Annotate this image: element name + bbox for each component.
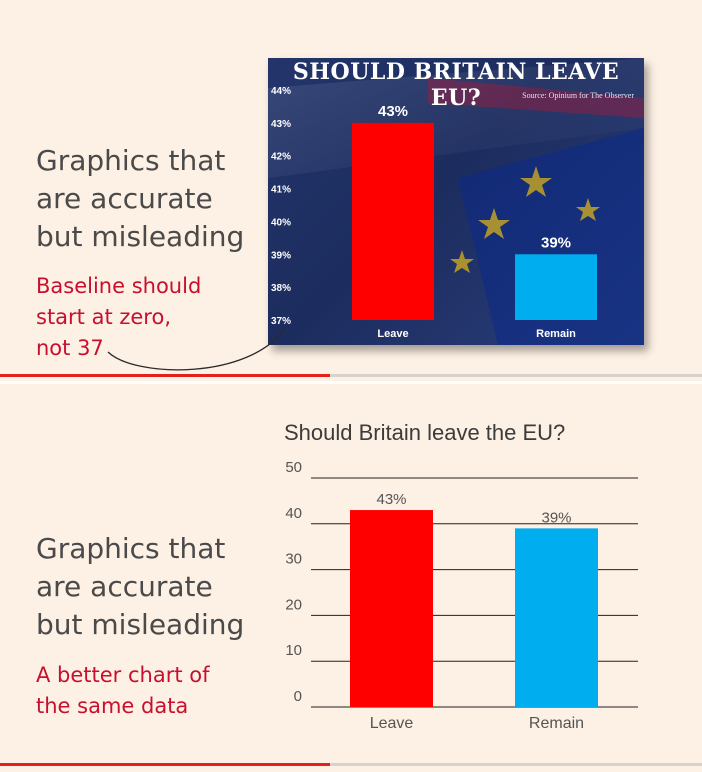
y-tick-label: 43%	[271, 119, 291, 130]
better-chart-slide: Graphics that are accurate but misleadin…	[0, 384, 702, 772]
y-tick-label: 44%	[271, 86, 291, 97]
bar-leave	[350, 510, 433, 707]
data-label: 43%	[376, 491, 406, 508]
source-note: Source: Opinium for The Observer	[522, 91, 634, 100]
slide1-note: Baseline should start at zero, not 37	[36, 271, 201, 364]
y-tick-label: 41%	[271, 185, 291, 196]
better-bar-chart: Should Britain leave the EU? 0 10 20 30 40 50 4…	[284, 420, 638, 732]
data-label: 43%	[378, 103, 408, 120]
data-label: 39%	[541, 509, 571, 526]
y-tick-label: 42%	[271, 152, 291, 163]
x-tick-label: Remain	[529, 715, 584, 732]
slide2-note: A better chart of the same data	[36, 660, 210, 722]
heading-line: but misleading	[36, 608, 245, 641]
y-tick-label: 10	[285, 642, 302, 659]
x-tick-label: Leave	[377, 328, 408, 340]
y-tick-label: 37%	[271, 316, 291, 327]
y-tick-label: 30	[285, 551, 302, 568]
heading-line: Graphics that	[36, 144, 226, 177]
note-line: A better chart of	[36, 663, 210, 687]
video-progress-bar[interactable]	[0, 763, 702, 766]
bar-remain	[515, 528, 598, 707]
note-line: Baseline should	[36, 274, 202, 298]
note-line: start at zero,	[36, 305, 172, 329]
misleading-bar-chart: 37% 38% 39% 40% 41% 42% 43% 44% 43% Leave 39% Remai…	[271, 86, 597, 340]
y-tick-label: 38%	[271, 283, 291, 294]
x-tick-label: Leave	[370, 715, 414, 732]
video-progress-fill	[0, 763, 330, 766]
data-label: 39%	[541, 234, 571, 251]
bar-leave	[352, 122, 434, 320]
video-progress-bar[interactable]	[0, 374, 702, 377]
bar-remain	[515, 254, 597, 320]
chart-title: Should Britain leave the EU?	[284, 420, 565, 445]
y-tick-label: 50	[285, 459, 302, 476]
x-tick-label: Remain	[536, 328, 576, 340]
y-tick-label: 20	[285, 596, 302, 613]
misleading-chart-slide: Graphics that are accurate but misleadin…	[0, 0, 702, 381]
slide2-heading: Graphics that are accurate but misleadin…	[36, 530, 244, 644]
y-tick-label: 39%	[271, 250, 291, 261]
heading-line: are accurate	[36, 570, 213, 603]
misleading-chart-panel: SHOULD BRITAIN LEAVE EU? Source: Opinium…	[268, 58, 644, 345]
note-line: not 37	[36, 336, 104, 360]
y-tick-label: 40%	[271, 217, 291, 228]
y-tick-label: 0	[294, 688, 302, 705]
y-tick-label: 40	[285, 505, 302, 522]
slide1-heading: Graphics that are accurate but misleadin…	[36, 142, 244, 256]
heading-line: but misleading	[36, 220, 245, 253]
panel-title: SHOULD BRITAIN LEAVE EU?	[292, 59, 620, 111]
video-progress-fill	[0, 374, 330, 377]
heading-line: Graphics that	[36, 532, 226, 565]
heading-line: are accurate	[36, 182, 213, 215]
note-line: the same data	[36, 694, 189, 718]
